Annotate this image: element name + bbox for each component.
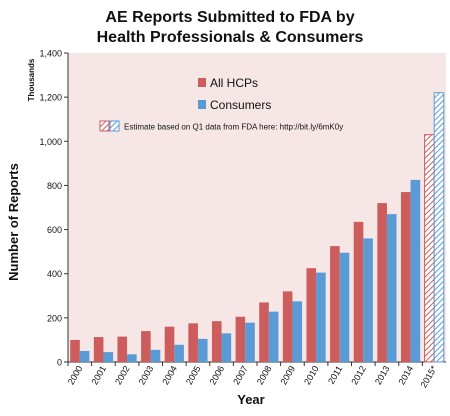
legend-swatch-estimate-red [99, 120, 110, 132]
bar-consumers-2015-estimate [433, 92, 445, 363]
bar-all-hcps-2007 [235, 316, 246, 362]
bar-consumers-2012 [363, 238, 373, 362]
bar-consumers-2010 [316, 272, 326, 362]
bar-consumers-2009 [292, 301, 303, 362]
y-tick-label: 200 [47, 313, 62, 323]
bar-all-hcps-2011 [330, 246, 340, 362]
legend-label-consumers: Consumers [210, 98, 271, 112]
bar-all-hcps-2015-estimate [424, 134, 435, 363]
x-tick-label: 2009 [278, 364, 297, 386]
y-tick-label: 1,000 [39, 137, 62, 147]
x-tick-label: 2000 [66, 364, 85, 386]
bar-all-hcps-2013 [377, 203, 387, 362]
bar-all-hcps-2002 [117, 336, 128, 362]
y-tick-label: 1,200 [39, 93, 62, 103]
x-axis-label: Year [237, 392, 264, 407]
bar-consumers-2003 [150, 349, 161, 362]
bar-consumers-2007 [245, 322, 255, 362]
bar-all-hcps-2006 [211, 321, 222, 362]
x-tick-label: 2003 [137, 364, 156, 386]
x-tick-label: 2015* [418, 364, 439, 390]
bar-all-hcps-2004 [164, 326, 175, 362]
bar-all-hcps-2003 [141, 331, 151, 362]
bar-consumers-2002 [127, 354, 137, 362]
legend-label-all-hcps: All HCPs [210, 76, 258, 90]
y-tick-label: 800 [47, 181, 62, 191]
x-tick-label: 2014 [397, 364, 416, 386]
x-tick-label: 2005 [184, 364, 203, 386]
x-tick-label: 2011 [326, 364, 344, 386]
chart-title-line-2: Health Professionals & Consumers [97, 29, 364, 46]
bar-consumers-2000 [79, 350, 90, 362]
x-tick-label: 2002 [113, 364, 132, 386]
x-tick-label: 2001 [89, 364, 108, 386]
bar-all-hcps-2010 [306, 268, 317, 362]
y-unit-label: Thousands [27, 58, 36, 101]
legend-swatch-consumers [198, 100, 206, 109]
x-tick-label: 2013 [373, 364, 392, 386]
bar-consumers-2004 [174, 344, 184, 362]
x-tick-label: 2010 [302, 364, 321, 386]
y-tick-label: 600 [47, 225, 62, 235]
bar-all-hcps-2014 [400, 192, 411, 362]
x-tick-label: 2008 [255, 364, 274, 386]
bar-consumers-2006 [221, 333, 232, 362]
bar-all-hcps-2008 [259, 302, 269, 362]
x-tick-label: 2004 [160, 364, 179, 386]
legend-swatch-all-hcps [198, 78, 206, 87]
legend: All HCPs Consumers Estimate based on Q1 da… [99, 76, 343, 132]
y-tick-label: 400 [47, 269, 62, 279]
y-tick-label: 1,400 [39, 49, 62, 59]
x-tick-label: 2007 [231, 364, 250, 386]
bar-consumers-2001 [103, 352, 114, 362]
legend-swatch-estimate-blue [109, 120, 120, 132]
bar-all-hcps-2001 [93, 337, 104, 362]
bar-all-hcps-2009 [282, 291, 293, 362]
bar-consumers-2008 [268, 311, 279, 362]
bar-consumers-2005 [197, 338, 208, 362]
y-tick-label: 0 [57, 358, 62, 368]
x-tick-label: 2012 [349, 364, 368, 386]
bar-all-hcps-2012 [353, 221, 364, 362]
x-tick-label: 2006 [208, 364, 227, 386]
chart-title-line-1: AE Reports Submitted to FDA by [105, 9, 354, 26]
bar-consumers-2014 [410, 179, 421, 362]
bar-consumers-2011 [339, 252, 350, 362]
legend-label-estimate: Estimate based on Q1 data from FDA here:… [124, 123, 343, 132]
bar-all-hcps-2005 [188, 323, 198, 362]
bar-all-hcps-2000 [70, 339, 80, 362]
bar-consumers-2013 [386, 214, 397, 362]
y-axis-label: Number of Reports [6, 163, 21, 281]
